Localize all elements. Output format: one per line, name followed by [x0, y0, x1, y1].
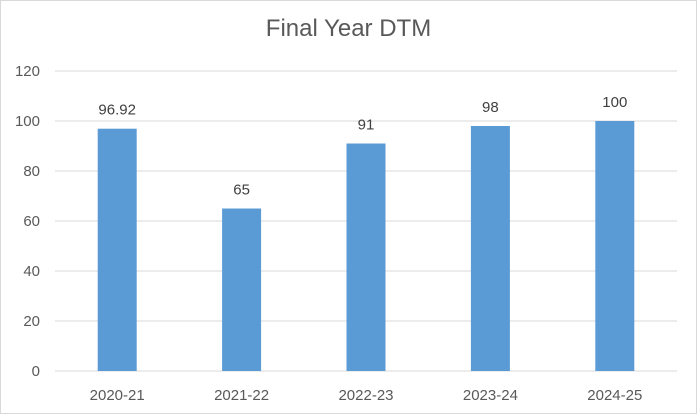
x-axis-ticks: 2020-21 2021-22 2022-23 2023-24 2024-25 — [90, 387, 643, 404]
bar-2021-22 — [222, 208, 262, 371]
bar-2023-24 — [470, 126, 510, 371]
y-tick-label: 120 — [15, 63, 40, 80]
y-tick-label: 20 — [23, 313, 40, 330]
y-tick-label: 100 — [15, 113, 40, 130]
chart-title: Final Year DTM — [265, 15, 432, 42]
y-axis-ticks: 0 20 40 60 80 100 120 — [15, 63, 40, 380]
y-tick-label: 80 — [23, 163, 40, 180]
bar-2024-25 — [595, 121, 635, 371]
data-label-2021-22: 65 — [233, 182, 250, 199]
data-label-2024-25: 100 — [602, 94, 627, 111]
data-label-2022-23: 91 — [358, 117, 375, 134]
y-tick-label: 0 — [32, 363, 40, 380]
x-tick-label-2020-21: 2020-21 — [90, 387, 145, 404]
data-label-2023-24: 98 — [482, 99, 499, 116]
x-tick-label-2022-23: 2022-23 — [338, 387, 393, 404]
data-labels: 96.92 65 91 98 100 — [98, 94, 627, 199]
bars — [97, 121, 635, 371]
x-tick-label-2023-24: 2023-24 — [463, 387, 518, 404]
bar-2022-23 — [346, 143, 386, 371]
y-tick-label: 40 — [23, 263, 40, 280]
y-tick-label: 60 — [23, 213, 40, 230]
x-tick-label-2021-22: 2021-22 — [214, 387, 269, 404]
x-tick-label-2024-25: 2024-25 — [587, 387, 642, 404]
data-label-2020-21: 96.92 — [98, 102, 136, 119]
bar-2020-21 — [97, 128, 137, 371]
